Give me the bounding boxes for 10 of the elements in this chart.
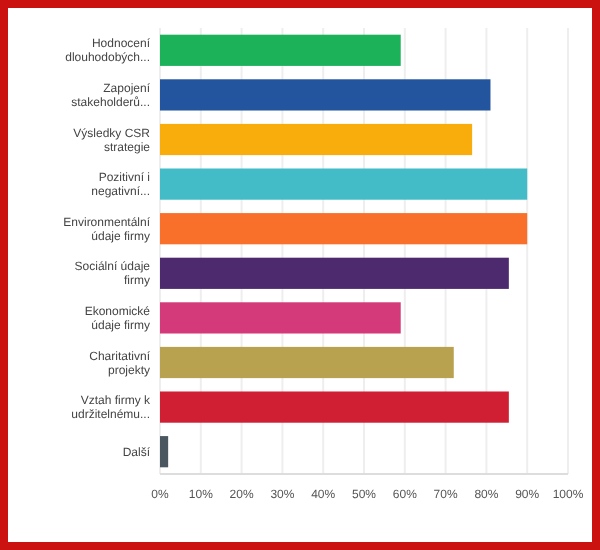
bar	[160, 123, 473, 156]
bar	[160, 391, 509, 423]
bar	[160, 213, 528, 245]
bar	[160, 168, 528, 200]
bar	[160, 79, 491, 111]
bar	[160, 436, 169, 468]
bar	[160, 34, 401, 66]
bar	[160, 346, 454, 379]
bar	[160, 302, 401, 334]
bar	[160, 257, 509, 289]
